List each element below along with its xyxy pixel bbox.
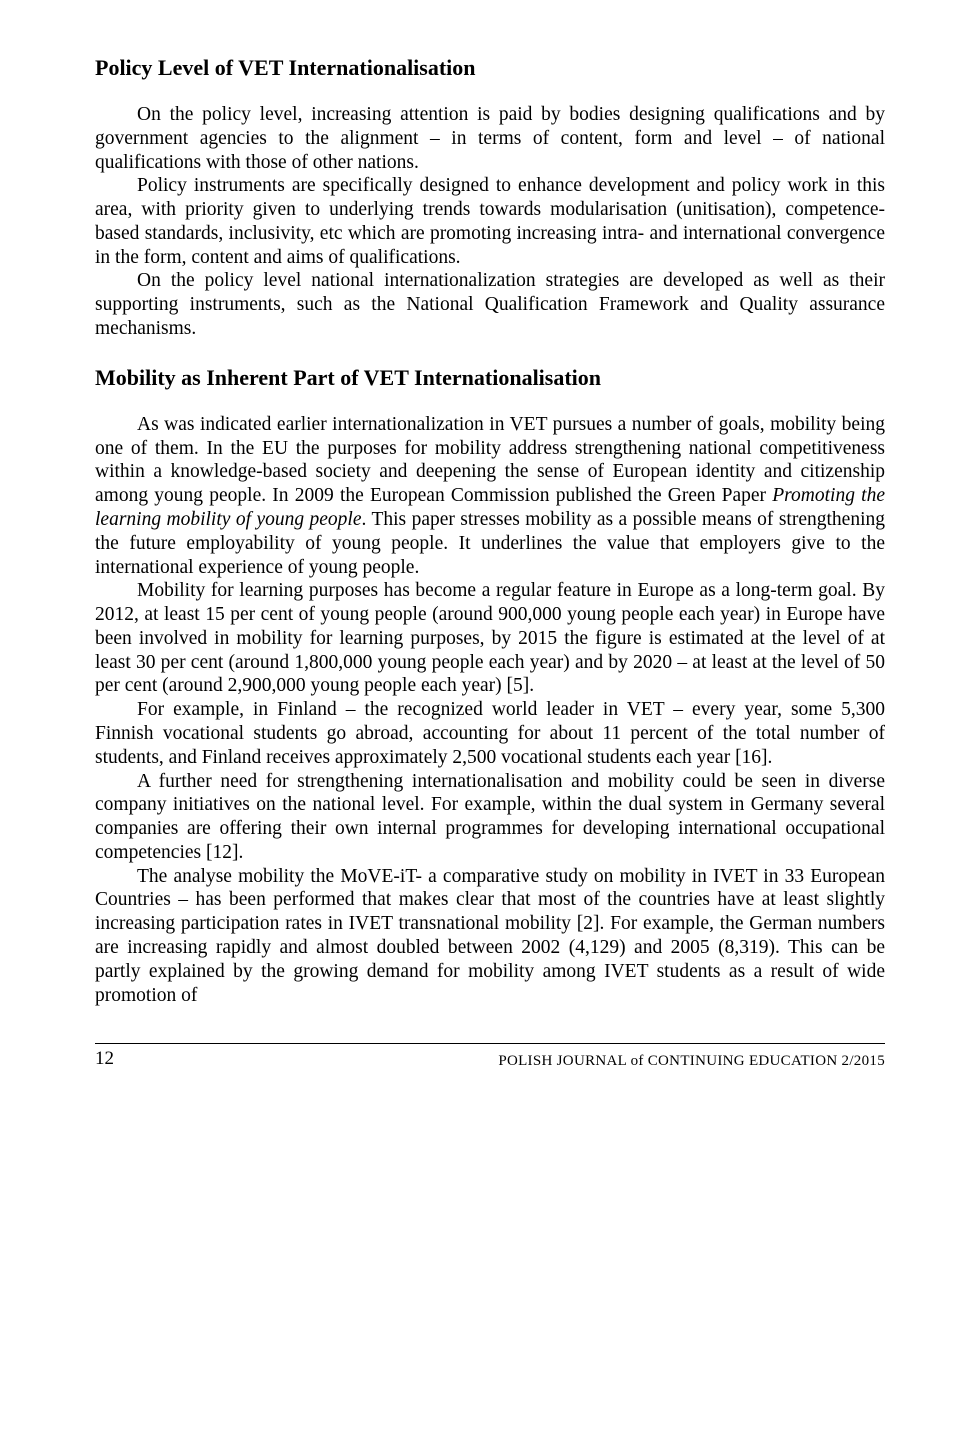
body-paragraph: On the policy level national internation… (95, 269, 885, 340)
page-number: 12 (95, 1048, 114, 1070)
journal-name: POLISH JOURNAL of CONTINUING EDUCATION 2… (498, 1053, 885, 1070)
section-heading-policy: Policy Level of VET Internationalisation (95, 55, 885, 81)
section-spacer (95, 341, 885, 365)
body-paragraph: A further need for strengthening interna… (95, 770, 885, 865)
page-footer: 12 POLISH JOURNAL of CONTINUING EDUCATIO… (95, 1043, 885, 1070)
body-paragraph: For example, in Finland – the recognized… (95, 698, 885, 769)
document-page: Policy Level of VET Internationalisation… (0, 0, 960, 1110)
body-paragraph: The analyse mobility the MoVE-iT- a comp… (95, 865, 885, 1008)
paragraph-text: As was indicated earlier internationaliz… (95, 414, 885, 506)
body-paragraph: Mobility for learning purposes has becom… (95, 579, 885, 698)
body-paragraph: On the policy level, increasing attentio… (95, 103, 885, 174)
body-paragraph: Policy instruments are specifically desi… (95, 174, 885, 269)
body-paragraph: As was indicated earlier internationaliz… (95, 413, 885, 579)
section-heading-mobility: Mobility as Inherent Part of VET Interna… (95, 365, 885, 391)
